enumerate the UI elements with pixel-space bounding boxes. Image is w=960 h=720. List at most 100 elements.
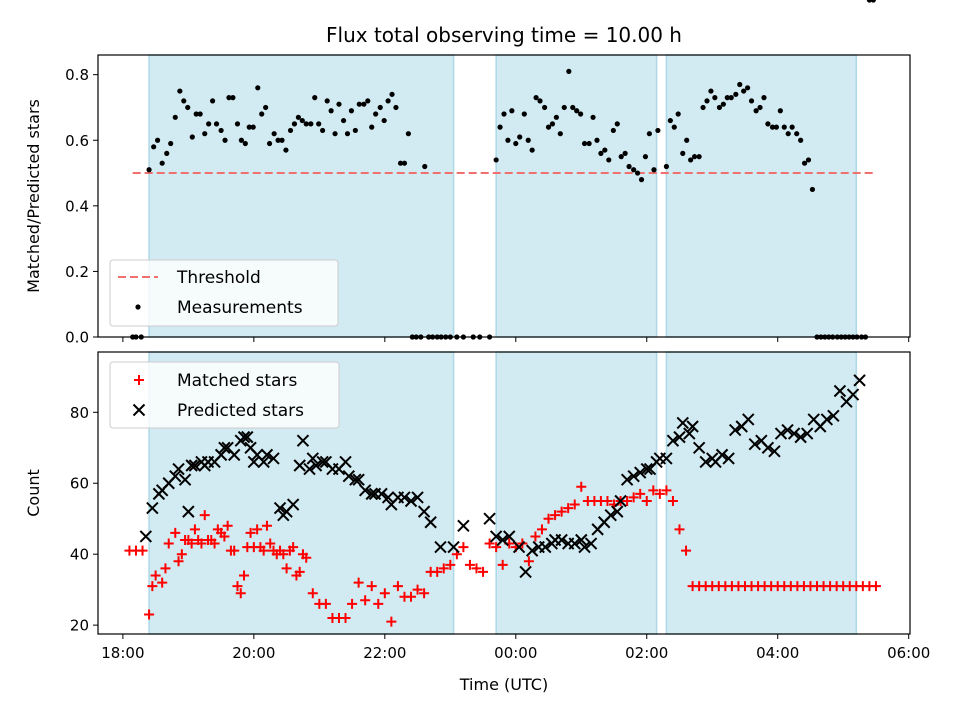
predicted-star-point — [375, 487, 388, 501]
predicted-star-point — [633, 466, 647, 479]
measurement-point — [409, 334, 415, 340]
predicted-star-point — [349, 473, 362, 486]
measurement-point — [168, 140, 174, 147]
predicted-star-point — [774, 427, 788, 440]
predicted-star-point — [237, 430, 251, 444]
measurement-point — [177, 88, 183, 94]
measurement-point — [377, 104, 383, 111]
measurement-point — [295, 114, 301, 120]
measurement-point — [393, 104, 399, 111]
matched-star-point — [189, 524, 200, 535]
measurement-point — [842, 334, 848, 340]
measurement-point — [138, 334, 144, 340]
measurement-point — [434, 334, 440, 340]
predicted-star-point — [306, 452, 319, 465]
y-tick-label-top: 0.6 — [65, 132, 89, 150]
measurement-point — [133, 334, 139, 340]
x-tick-label: 18:00 — [101, 644, 144, 662]
measurement-point — [230, 95, 236, 101]
measurement-point — [513, 140, 519, 147]
matched-star-point — [635, 488, 646, 499]
measurement-point — [146, 167, 152, 173]
matched-star-point — [412, 584, 423, 595]
predicted-star-point — [742, 413, 755, 426]
measurement-point — [151, 144, 157, 150]
predicted-star-point — [286, 498, 300, 511]
measurement-point — [218, 127, 224, 134]
predicted-star-point — [293, 459, 306, 472]
measurement-point — [777, 108, 783, 114]
measurement-point — [712, 95, 718, 101]
x-tick-label: 22:00 — [363, 644, 406, 662]
measurement-point — [691, 154, 698, 160]
measurement-point — [733, 91, 739, 97]
measurement-point — [164, 150, 170, 156]
bottom-legend: Matched stars Predicted stars — [109, 361, 340, 429]
x-axis-label: Time (UTC) — [459, 675, 548, 694]
measurement-point — [486, 334, 493, 340]
matched-star-point — [569, 499, 580, 510]
measurement-point — [655, 127, 661, 134]
measurement-point — [312, 95, 318, 101]
measurement-point — [206, 121, 212, 127]
predicted-star-point — [787, 427, 801, 440]
measurement-point — [590, 114, 596, 120]
top-panel-plot — [130, 0, 876, 340]
measurement-point — [291, 121, 298, 127]
measurement-point — [862, 334, 869, 340]
matched-star-point — [186, 538, 197, 549]
predicted-star-point — [139, 530, 153, 543]
predicted-star-point — [260, 448, 274, 462]
predicted-star-point — [185, 459, 198, 472]
matched-star-point — [392, 581, 403, 592]
measurement-point — [381, 117, 387, 124]
measurement-point — [470, 334, 476, 340]
measurement-point — [675, 111, 681, 117]
predicted-star-point — [794, 430, 807, 444]
matched-star-point — [252, 524, 263, 535]
matched-star-point — [353, 577, 364, 588]
measurement-point — [728, 95, 734, 101]
top-legend: Threshold Measurements — [109, 259, 339, 327]
predicted-star-point — [800, 427, 814, 440]
predicted-star-point — [267, 452, 280, 465]
predicted-star-point — [575, 533, 588, 547]
matched-star-point — [222, 520, 233, 531]
predicted-star-point — [611, 505, 624, 518]
predicted-star-point — [512, 540, 526, 554]
measurement-point — [299, 117, 305, 124]
measurement-point — [493, 157, 499, 163]
predicted-star-point — [604, 508, 617, 522]
measurement-point — [361, 101, 367, 107]
matched-star-point — [628, 492, 639, 503]
x-tick-label: 06:00 — [887, 644, 930, 662]
matched-star-point — [419, 588, 430, 599]
matched-star-point — [641, 495, 652, 506]
legend-predicted-label: Predicted stars — [177, 401, 304, 421]
measurement-point — [838, 334, 844, 340]
predicted-star-point — [833, 384, 847, 398]
measurement-point — [854, 334, 860, 340]
bottom-y-axis-label: Count — [24, 469, 43, 517]
measurement-point — [708, 88, 714, 94]
measurement-point — [373, 111, 379, 117]
matched-star-point — [239, 570, 250, 581]
measurement-point — [401, 160, 408, 166]
measurement-point — [574, 108, 580, 114]
predicted-star-point — [342, 469, 356, 483]
matched-star-point — [347, 598, 358, 609]
matched-star-point — [360, 595, 371, 606]
matched-star-point — [667, 495, 678, 506]
predicted-star-point — [692, 441, 706, 454]
matched-star-point — [432, 566, 443, 577]
measurement-point — [542, 104, 548, 111]
matched-star-point — [491, 542, 502, 553]
measurement-point — [626, 163, 632, 170]
predicted-star-point — [627, 469, 640, 483]
measurement-point — [308, 121, 314, 127]
matched-star-point — [229, 545, 240, 556]
measurement-point — [497, 124, 503, 130]
matched-star-point — [294, 566, 305, 577]
predicted-star-point — [722, 452, 735, 465]
measurement-point — [242, 140, 248, 147]
